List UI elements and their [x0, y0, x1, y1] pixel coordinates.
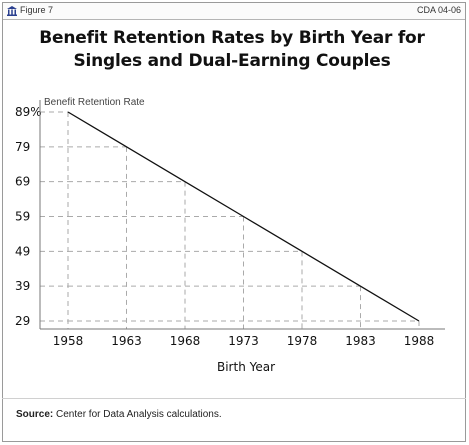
source-label: Source: — [16, 409, 54, 420]
source-note: Source: Center for Data Analysis calcula… — [16, 409, 222, 420]
y-tick-label: 49 — [15, 244, 30, 258]
y-tick-label: 69 — [15, 175, 30, 189]
y-tick-label: 59 — [15, 210, 30, 224]
x-axis-label: Birth Year — [217, 360, 275, 374]
y-axis-label: Benefit Retention Rate — [44, 97, 145, 108]
y-tick-label: 79 — [15, 140, 30, 154]
figure-header-bar: Figure 7 CDA 04-06 — [3, 3, 465, 20]
building-icon — [7, 6, 17, 16]
line-chart: 29 39 49 59 69 79 89% 1958 1963 1968 1973 1978 1983 1… — [15, 97, 445, 374]
x-tick-label: 1988 — [404, 334, 435, 348]
figure-label: Figure 7 — [20, 5, 54, 15]
source-text: Center for Data Analysis calculations. — [56, 409, 222, 420]
chart-title-line-1: Benefit Retention Rates by Birth Year fo… — [39, 28, 425, 48]
x-tick-label: 1968 — [170, 334, 201, 348]
chart-title-line-2: Singles and Dual-Earning Couples — [73, 51, 391, 71]
series-line — [67, 111, 420, 322]
source-divider — [2, 398, 466, 399]
x-tick-label: 1958 — [53, 334, 84, 348]
document-code: CDA 04-06 — [416, 5, 461, 15]
x-tick-label: 1983 — [345, 334, 376, 348]
y-tick-label: 29 — [15, 314, 30, 328]
figure-frame: Figure 7 CDA 04-06 — [2, 2, 466, 442]
y-tick-label: 39 — [15, 279, 30, 293]
x-tick-label: 1973 — [228, 334, 259, 348]
x-tick-label: 1963 — [111, 334, 142, 348]
y-tick-label: 89% — [15, 105, 42, 119]
x-tick-label: 1978 — [287, 334, 318, 348]
